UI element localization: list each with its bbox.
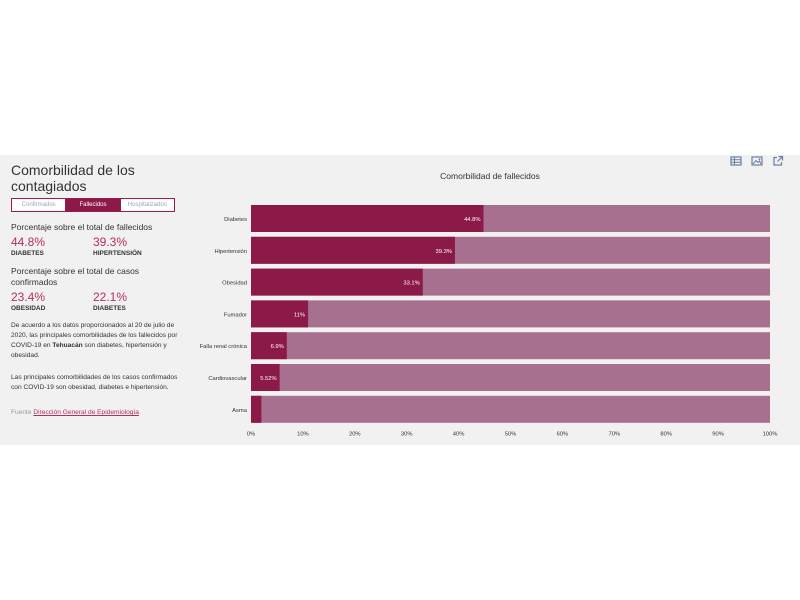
chart-title: Comorbilidad de fallecidos [440,171,540,181]
category-label: Fumador [224,312,247,318]
bar-remainder[interactable] [251,300,770,328]
source-link[interactable]: Dirección General de Epidemiología [33,409,139,416]
summary-paragraph-deaths: De acuerdo a los datos proporcionados al… [11,321,186,361]
x-tick-label: 10% [297,432,309,438]
bar[interactable] [251,300,309,328]
tab-bar: Confirmados Fallecidos Hospitalizados [11,198,175,212]
data-label: 11% [294,312,305,318]
tab-hospitalizados[interactable]: Hospitalizados [119,199,174,211]
stat-value: 39.3% [93,235,128,249]
x-tick-label: 20% [349,432,361,438]
deaths-heading: Porcentaje sobre el total de fallecidos [11,222,153,232]
x-tick-label: 0% [247,432,255,438]
stat-deaths-hypertension: 39.3% HIPERTENSIÓN [93,235,142,258]
category-label: Asma [232,408,248,414]
summary-paragraph-cases: Las principales comorbilidades de los ca… [11,374,178,391]
toolbar-icons [730,155,784,167]
x-tick-label: 80% [660,432,672,438]
stat-cases-diabetes: 22.1% DIABETES [93,290,128,313]
data-label: 33.1% [403,281,419,287]
source-line: Fuente Dirección General de Epidemiologí… [11,409,141,416]
comorbidity-widget: Comorbilidad de los contagiados Confirma… [0,155,800,445]
x-tick-label: 100% [763,432,778,438]
data-label: 39.3% [436,249,452,255]
bar[interactable] [251,364,280,391]
tab-confirmados[interactable]: Confirmados [21,202,56,208]
x-tick-label: 30% [401,432,413,438]
bar-remainder[interactable] [251,332,770,360]
external-link-icon[interactable] [772,155,784,167]
table-icon[interactable] [730,155,742,167]
data-label: 5.52% [260,376,276,382]
category-label: Hipertensión [214,249,247,255]
stat-deaths-diabetes: 44.8% DIABETES [11,235,46,258]
source-suffix: . [138,409,141,416]
data-label: 44.8% [464,217,480,223]
x-tick-label: 70% [608,432,620,438]
x-tick-label: 50% [505,432,517,438]
x-tick-label: 90% [712,432,724,438]
stat-value: 22.1% [93,290,128,304]
bar[interactable] [251,395,262,423]
tab-fallecidos[interactable]: Fallecidos [65,199,120,211]
comorbidity-bar-chart: Comorbilidad de fallecidos Diabetes 44.8%… [200,171,778,438]
stat-cases-obesity: 23.4% OBESIDAD [11,290,46,313]
bar[interactable] [251,205,484,232]
bar-remainder[interactable] [251,364,770,391]
widget-title: Comorbilidad de los contagiados [11,162,135,194]
summary-text: De acuerdo a los datos proporcionados al… [11,322,178,349]
summary-text: son diabetes, hipertensión y obesidad. [11,342,167,359]
category-label: Cardiovascular [208,376,247,382]
category-label: Diabetes [224,217,247,223]
stat-label: OBESIDAD [11,305,46,312]
stat-value: 23.4% [11,290,46,304]
category-label: Obesidad [222,281,247,287]
bar[interactable] [251,268,423,296]
bar[interactable] [251,332,287,360]
stat-value: 44.8% [11,235,46,249]
source-prefix: Fuente [11,409,32,416]
stat-label: HIPERTENSIÓN [93,250,142,257]
stat-label: DIABETES [93,305,126,312]
bar[interactable] [251,236,455,264]
stat-label: DIABETES [11,250,44,257]
bar-remainder[interactable] [251,395,770,423]
city-name: Tehuacán [52,342,83,349]
image-icon[interactable] [751,155,763,167]
data-label: 6.9% [271,344,284,350]
category-label: Falla renal crónica [200,344,248,350]
x-tick-label: 40% [453,432,465,438]
x-tick-label: 60% [557,432,569,438]
cases-heading: Porcentaje sobre el total de casos confi… [11,266,140,287]
